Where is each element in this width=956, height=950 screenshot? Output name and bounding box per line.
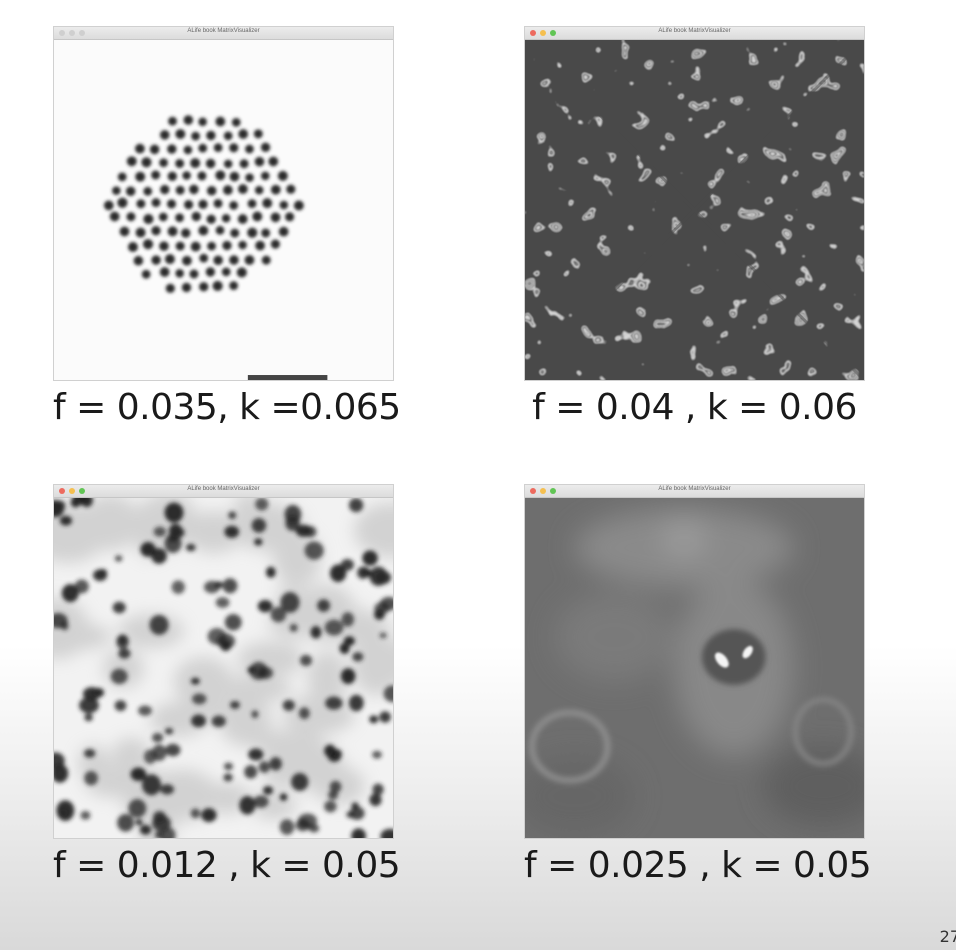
visualizer-window[interactable]: ALife book MatrixVisualizer bbox=[524, 26, 865, 381]
maximize-light-icon[interactable] bbox=[79, 30, 85, 36]
parameter-caption: f = 0.025 , k = 0.05 bbox=[524, 845, 872, 886]
window-title: ALife book MatrixVisualizer bbox=[658, 28, 731, 34]
pattern-canvas-spot-cluster bbox=[54, 40, 393, 380]
panel-bottom-right: ALife book MatrixVisualizer bbox=[524, 484, 872, 886]
panel-top-right: ALife book MatrixVisualizer bbox=[524, 26, 865, 428]
minimize-light-icon[interactable] bbox=[540, 488, 546, 494]
slide-page-number: 27 bbox=[939, 927, 956, 946]
parameter-caption: f = 0.035, k =0.065 bbox=[53, 387, 401, 428]
maximize-light-icon[interactable] bbox=[550, 488, 556, 494]
window-titlebar[interactable]: ALife book MatrixVisualizer bbox=[54, 485, 393, 498]
close-light-icon[interactable] bbox=[59, 30, 65, 36]
parameter-caption: f = 0.04 , k = 0.06 bbox=[532, 387, 857, 428]
pattern-canvas-gray-field bbox=[525, 498, 864, 838]
window-title: ALife book MatrixVisualizer bbox=[187, 28, 260, 34]
close-light-icon[interactable] bbox=[59, 488, 65, 494]
visualizer-window[interactable]: ALife book MatrixVisualizer bbox=[524, 484, 865, 839]
panel-top-left: ALife book MatrixVisualizer f = 0.035, k… bbox=[53, 26, 401, 428]
pattern-canvas-labyrinth bbox=[525, 40, 864, 380]
window-titlebar[interactable]: ALife book MatrixVisualizer bbox=[525, 485, 864, 498]
close-light-icon[interactable] bbox=[530, 488, 536, 494]
window-title: ALife book MatrixVisualizer bbox=[187, 486, 260, 492]
pattern-canvas-scattered-spots bbox=[54, 498, 393, 838]
visualizer-window[interactable]: ALife book MatrixVisualizer bbox=[53, 484, 394, 839]
minimize-light-icon[interactable] bbox=[69, 30, 75, 36]
maximize-light-icon[interactable] bbox=[550, 30, 556, 36]
minimize-light-icon[interactable] bbox=[69, 488, 75, 494]
panel-bottom-left: ALife book MatrixVisualizer f = 0.012 , … bbox=[53, 484, 401, 886]
maximize-light-icon[interactable] bbox=[79, 488, 85, 494]
parameter-caption: f = 0.012 , k = 0.05 bbox=[53, 845, 401, 886]
visualizer-window[interactable]: ALife book MatrixVisualizer bbox=[53, 26, 394, 381]
window-titlebar[interactable]: ALife book MatrixVisualizer bbox=[54, 27, 393, 40]
minimize-light-icon[interactable] bbox=[540, 30, 546, 36]
window-title: ALife book MatrixVisualizer bbox=[658, 486, 731, 492]
window-titlebar[interactable]: ALife book MatrixVisualizer bbox=[525, 27, 864, 40]
close-light-icon[interactable] bbox=[530, 30, 536, 36]
